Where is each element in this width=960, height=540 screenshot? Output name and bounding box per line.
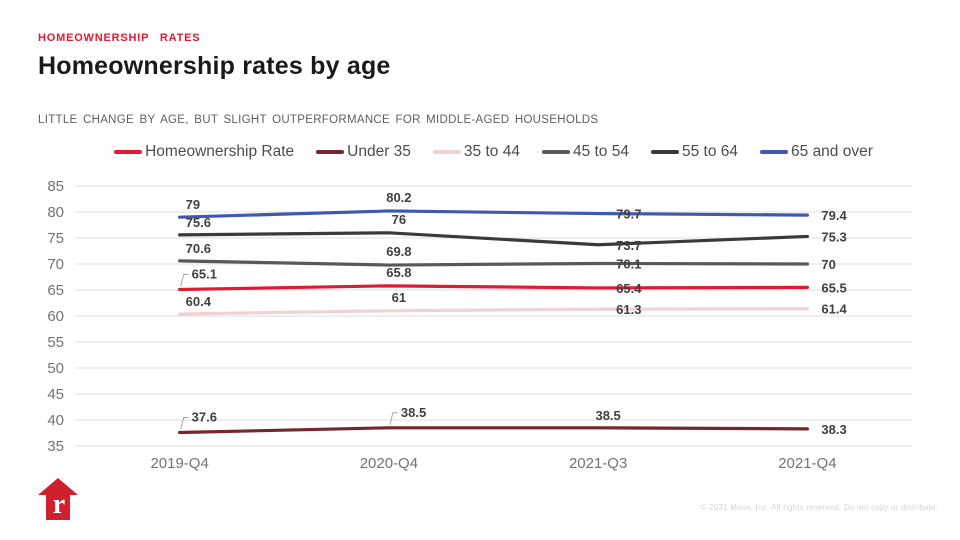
legend-label: Under 35	[347, 143, 411, 160]
x-tick-label: 2020-Q4	[360, 455, 418, 472]
legend-item-under-35[interactable]: Under 35	[316, 143, 411, 161]
x-tick-label: 2021-Q4	[778, 455, 836, 472]
series-line-under-35	[178, 426, 809, 435]
y-tick-label: 55	[47, 334, 64, 351]
y-tick-label: 35	[47, 438, 64, 455]
y-tick-label: 40	[47, 412, 64, 429]
legend-item-35-to-44[interactable]: 35 to 44	[432, 143, 520, 161]
legend-label: 55 to 64	[681, 143, 739, 160]
data-label: 80.2	[386, 190, 411, 205]
data-label: 65.1	[192, 266, 217, 281]
legend-item-45-to-54[interactable]: 45 to 54	[541, 143, 629, 161]
legend-swatch	[432, 150, 461, 154]
label-leader-line	[180, 416, 189, 430]
copyright-note: © 2021 Move, Inc. All rights reserved. D…	[700, 503, 938, 512]
page-title: Homeownership rates by age	[38, 52, 391, 80]
y-tick-label: 75	[47, 230, 64, 247]
eyebrow-label: HOMEOWNERSHIP RATES	[38, 32, 201, 44]
y-tick-label: 50	[47, 360, 64, 377]
legend-swatch	[650, 150, 679, 154]
legend-item-55-to-64[interactable]: 55 to 64	[650, 143, 739, 161]
subtitle: LITTLE CHANGE BY AGE, BUT SLIGHT OUTPERF…	[38, 114, 599, 126]
y-tick-label: 85	[47, 178, 64, 195]
series-line-45-to-54	[178, 259, 809, 267]
realtor-logo-icon: r	[38, 478, 78, 520]
x-tick-label: 2019-Q4	[150, 455, 208, 472]
data-label: 70.1	[616, 256, 641, 271]
data-label: 37.6	[192, 409, 217, 424]
data-label: 61.4	[821, 302, 847, 317]
x-tick-label: 2021-Q3	[569, 455, 627, 472]
legend-swatch	[316, 150, 345, 154]
data-label: 70.6	[186, 241, 211, 256]
data-label: 75.6	[186, 215, 211, 230]
series-line-65-and-over	[178, 209, 809, 219]
series-line-55-to-64	[178, 231, 809, 247]
data-label: 79	[186, 197, 200, 212]
y-tick-label: 70	[47, 256, 64, 273]
data-label: 38.5	[401, 405, 426, 420]
series-line-homeownership-rate	[178, 284, 809, 292]
data-label: 73.7	[616, 238, 641, 253]
data-label: 65.8	[386, 265, 411, 280]
data-label: 60.4	[186, 294, 212, 309]
y-tick-label: 65	[47, 282, 64, 299]
legend-label: Homeownership Rate	[145, 143, 295, 160]
data-label: 38.5	[595, 408, 620, 423]
data-label: 75.3	[821, 229, 846, 244]
data-label: 61	[392, 290, 406, 305]
legend-label: 45 to 54	[572, 143, 629, 160]
data-label: 79.7	[616, 207, 641, 222]
data-label: 76	[392, 212, 406, 227]
data-label: 65.4	[616, 281, 642, 296]
y-tick-label: 80	[47, 204, 64, 221]
label-leader-line	[389, 412, 398, 425]
legend-swatch	[760, 150, 789, 154]
legend-swatch	[541, 150, 570, 154]
legend-label: 65 and over	[791, 143, 873, 160]
legend-label: 35 to 44	[463, 143, 520, 160]
data-label: 61.3	[616, 302, 641, 317]
data-label: 65.5	[821, 280, 846, 295]
data-label: 38.3	[821, 422, 846, 437]
y-tick-label: 60	[47, 308, 64, 325]
y-tick-label: 45	[47, 386, 64, 403]
legend-item-65-and-over[interactable]: 65 and over	[760, 143, 873, 161]
logo-house-shape	[38, 478, 78, 520]
logo-letter: r	[53, 489, 65, 520]
legend-item-homeownership-rate[interactable]: Homeownership Rate	[114, 143, 294, 161]
legend-swatch	[114, 150, 143, 154]
series-line-35-to-44	[178, 307, 809, 316]
legend: Homeownership Rate Under 35 35 to 44 45 to …	[75, 143, 912, 161]
data-label: 70	[821, 257, 835, 272]
data-label: 69.8	[386, 244, 411, 259]
label-leader-line	[180, 273, 189, 287]
data-label: 79.4	[821, 208, 847, 223]
